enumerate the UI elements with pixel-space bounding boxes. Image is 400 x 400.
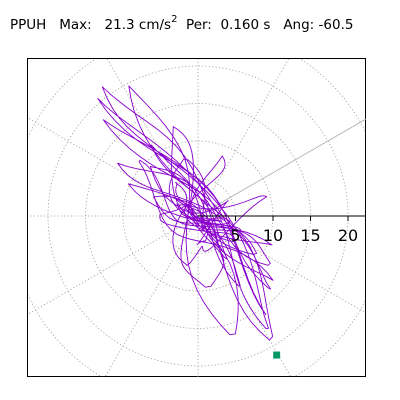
- axis-tick-label-10: 10: [263, 226, 283, 245]
- chart-header: PPUH Max: 21.3 cm/s2 Per: 0.160 s Ang: -…: [10, 15, 354, 33]
- max-unit-exponent: 2: [171, 14, 178, 25]
- per-label: Per:: [186, 17, 212, 33]
- max-unit: cm/s: [138, 17, 172, 33]
- ang-value: -60.5: [318, 17, 354, 33]
- end-marker-layer: [273, 351, 281, 359]
- max-label: Max:: [59, 17, 92, 33]
- max-value: 21.3: [104, 17, 135, 33]
- motion-trace-line: [97, 85, 274, 341]
- axis-tick-label-20: 20: [338, 226, 358, 245]
- axis-tick-label-5: 5: [230, 226, 240, 245]
- station-code: PPUH: [10, 17, 47, 33]
- motion-trace: [97, 85, 274, 341]
- end-point-marker: [273, 351, 281, 359]
- grid-spoke-30: [197, 118, 366, 217]
- axis-tick-label-15: 15: [300, 226, 320, 245]
- ang-label: Ang:: [283, 17, 315, 33]
- radial-axis: 5 10 15 20: [198, 215, 366, 245]
- per-value: 0.160 s: [220, 17, 271, 33]
